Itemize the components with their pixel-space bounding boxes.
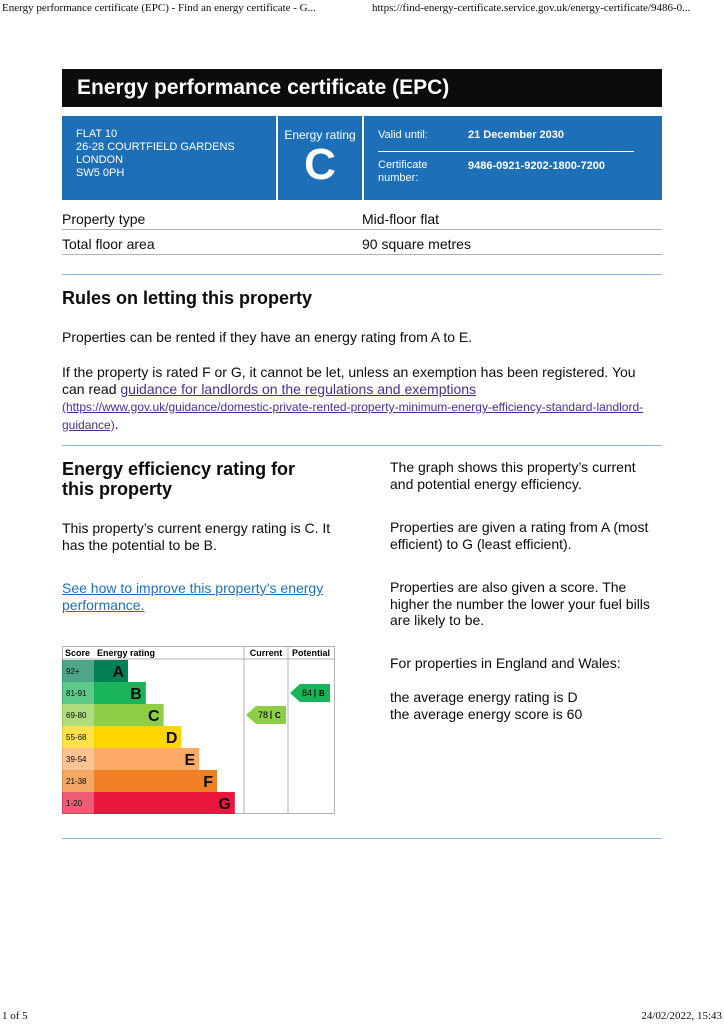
- band-letter: A: [112, 664, 124, 681]
- arrow-letter: C: [275, 711, 281, 720]
- score-cell: [62, 682, 94, 704]
- band-bar: [94, 726, 182, 748]
- info-paragraph: the average energy rating is D: [390, 689, 578, 705]
- band-letter: C: [148, 708, 160, 725]
- band-letter: E: [185, 752, 196, 769]
- band-letter: D: [166, 730, 178, 747]
- graph-header: Score: [65, 648, 90, 658]
- divider: [362, 116, 364, 200]
- section-rule: [62, 274, 662, 275]
- band-score: 81-91: [66, 689, 87, 698]
- arrow-score: 84: [302, 688, 312, 698]
- address-line: LONDON: [76, 154, 124, 166]
- link-url: (https://www.gov.uk/guidance/domestic-pr…: [62, 400, 644, 432]
- band-bar: [94, 748, 200, 770]
- band-bar: [94, 682, 146, 704]
- address-line: 26-28 COURTFIELD GARDENS: [76, 141, 235, 153]
- valid-until: 21 December 2030: [468, 129, 565, 141]
- band-score: 1-20: [66, 799, 83, 808]
- address-line: FLAT 10: [76, 128, 118, 140]
- band-bar: [94, 704, 164, 726]
- separator: [378, 151, 634, 152]
- band-score: 55-68: [66, 733, 87, 742]
- divider: [276, 116, 278, 200]
- row-border: [62, 254, 662, 255]
- certificate-number: 9486-0921-9202-1800-7200: [468, 160, 606, 172]
- guidance-link[interactable]: guidance for landlords on the regulation…: [62, 381, 643, 432]
- section-rule: [62, 838, 662, 839]
- certificate-label: Certificate number:: [378, 159, 428, 184]
- graph-header: Energy rating: [97, 648, 155, 658]
- rating-arrow: [290, 684, 330, 702]
- band-score: 39-54: [66, 755, 87, 764]
- score-cell: [62, 726, 94, 748]
- property-value: Mid-floor flat: [362, 211, 440, 227]
- score-cell: [62, 704, 94, 726]
- graph-header: Potential: [292, 648, 330, 658]
- property-label: Total floor area: [62, 236, 155, 252]
- section-rule: [62, 445, 662, 446]
- score-cell: [62, 792, 94, 814]
- score-cell: [62, 770, 94, 792]
- band-letter: B: [130, 686, 142, 703]
- property-value: 90 square metres: [362, 236, 471, 252]
- score-cell: [62, 660, 94, 682]
- graph-header: Current: [250, 648, 283, 658]
- header-title: Energy performance certificate (EPC): [77, 76, 450, 99]
- page-number: 1 of 5: [2, 1010, 28, 1022]
- band-letter: G: [218, 796, 230, 813]
- band-bar: [94, 770, 217, 792]
- arrow-letter: B: [319, 689, 325, 698]
- band-score: 21-38: [66, 777, 87, 786]
- summary-box: FLAT 10 26-28 COURTFIELD GARDENS LONDON SW5…: [62, 116, 662, 200]
- band-bar: [94, 792, 235, 814]
- band-letter: F: [203, 774, 213, 791]
- rating-arrow: [246, 706, 286, 724]
- text: .: [114, 415, 119, 432]
- address-line: SW5 0PH: [76, 167, 125, 179]
- band-score: 69-80: [66, 711, 87, 720]
- arrow-score: 78: [258, 710, 268, 720]
- efficiency-paragraph: This property’s current energy rating is…: [62, 520, 331, 553]
- rules-paragraph: If the property is rated F or G, it cann…: [62, 364, 652, 433]
- efficiency-heading: Energy efficiency rating for this proper…: [62, 459, 296, 499]
- rules-heading: Rules on letting this property: [62, 288, 313, 308]
- link-text: guidance for landlords on the regulation…: [120, 380, 477, 397]
- band-bar: [94, 660, 128, 682]
- row-border: [62, 229, 662, 230]
- address: FLAT 10 26-28 COURTFIELD GARDENS LONDON SW5…: [76, 128, 235, 180]
- info-paragraph: The graph shows this property’s current …: [390, 459, 636, 492]
- improve-link[interactable]: See how to improve this property’s energ…: [62, 580, 324, 613]
- browser-title: Energy performance certificate (EPC) - F…: [2, 2, 316, 14]
- info-paragraph: Properties are given a rating from A (mo…: [390, 519, 649, 552]
- valid-until-label: Valid until:: [378, 129, 428, 141]
- property-label: Property type: [62, 211, 146, 227]
- rating-label: Energy rating: [284, 128, 356, 142]
- score-cell: [62, 748, 94, 770]
- epc-graph: Score Energy rating Current Potential 92+ A 81…: [62, 646, 335, 814]
- info-paragraph: Properties are also given a score. The h…: [390, 579, 650, 628]
- text: If the property is rated F or G, it cann…: [62, 364, 636, 397]
- rating-letter: C: [304, 140, 336, 189]
- rules-paragraph: Properties can be rented if they have an…: [62, 329, 473, 345]
- browser-url: https://find-energy-certificate.service.…: [372, 2, 691, 14]
- band-score: 92+: [66, 667, 80, 676]
- header-bar: Energy performance certificate (EPC): [62, 69, 662, 107]
- info-paragraph: the average energy score is 60: [390, 706, 583, 722]
- print-date: 24/02/2022, 15:43: [641, 1010, 722, 1022]
- info-paragraph: For properties in England and Wales:: [390, 655, 621, 671]
